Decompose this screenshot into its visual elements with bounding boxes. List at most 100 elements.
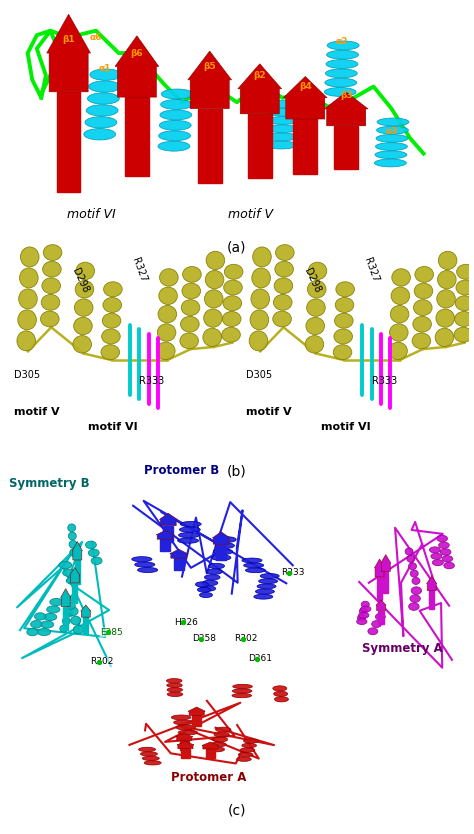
Ellipse shape: [265, 141, 297, 149]
Ellipse shape: [224, 264, 243, 279]
Text: Protomer B: Protomer B: [144, 464, 219, 476]
Text: R302: R302: [235, 634, 258, 643]
Ellipse shape: [166, 679, 182, 683]
Bar: [72, 583, 77, 603]
Ellipse shape: [204, 309, 222, 327]
Bar: [192, 716, 201, 726]
Text: Protomer A: Protomer A: [172, 771, 247, 784]
Ellipse shape: [91, 557, 102, 565]
Ellipse shape: [43, 261, 61, 277]
FancyArrow shape: [212, 532, 230, 544]
Text: motif V: motif V: [14, 407, 60, 417]
Ellipse shape: [43, 244, 62, 260]
Ellipse shape: [273, 691, 288, 696]
Ellipse shape: [359, 612, 369, 618]
Ellipse shape: [178, 730, 198, 735]
Ellipse shape: [31, 620, 42, 628]
Ellipse shape: [305, 335, 324, 353]
Ellipse shape: [159, 120, 191, 130]
Text: D298: D298: [302, 266, 322, 294]
Ellipse shape: [89, 81, 120, 93]
Ellipse shape: [437, 535, 447, 542]
Ellipse shape: [409, 563, 417, 570]
Ellipse shape: [202, 580, 218, 585]
Ellipse shape: [238, 752, 253, 756]
Ellipse shape: [405, 548, 413, 555]
Ellipse shape: [429, 547, 440, 553]
Ellipse shape: [442, 555, 453, 562]
Ellipse shape: [455, 312, 473, 326]
FancyArrow shape: [115, 36, 159, 97]
Ellipse shape: [437, 289, 456, 308]
Ellipse shape: [273, 294, 292, 310]
Ellipse shape: [160, 269, 178, 286]
Bar: [164, 525, 173, 542]
Ellipse shape: [69, 540, 77, 548]
Bar: [57, 92, 81, 192]
Bar: [74, 560, 80, 584]
Ellipse shape: [274, 278, 293, 294]
Ellipse shape: [68, 532, 76, 540]
FancyArrow shape: [427, 576, 437, 590]
Ellipse shape: [206, 251, 225, 269]
Text: D305: D305: [14, 369, 40, 379]
Ellipse shape: [390, 324, 408, 341]
Ellipse shape: [60, 625, 68, 632]
Ellipse shape: [132, 556, 152, 562]
Ellipse shape: [389, 342, 407, 359]
Text: β1: β1: [62, 35, 75, 44]
Ellipse shape: [210, 747, 225, 751]
Ellipse shape: [308, 280, 326, 298]
Ellipse shape: [178, 538, 199, 543]
Ellipse shape: [412, 577, 420, 585]
Ellipse shape: [84, 128, 116, 140]
Text: β4: β4: [299, 82, 311, 91]
Bar: [181, 749, 190, 758]
Ellipse shape: [267, 117, 299, 124]
Ellipse shape: [209, 564, 225, 569]
Ellipse shape: [414, 283, 433, 299]
Bar: [180, 741, 189, 750]
Bar: [83, 617, 89, 633]
Ellipse shape: [307, 299, 325, 316]
Ellipse shape: [375, 613, 385, 620]
Text: α3: α3: [385, 127, 398, 136]
Ellipse shape: [182, 267, 201, 282]
Ellipse shape: [257, 584, 276, 589]
Ellipse shape: [41, 294, 60, 310]
Ellipse shape: [181, 299, 200, 315]
Ellipse shape: [63, 569, 75, 576]
FancyArrow shape: [159, 513, 177, 525]
Ellipse shape: [242, 558, 262, 563]
Ellipse shape: [327, 41, 359, 50]
Ellipse shape: [327, 50, 358, 59]
Ellipse shape: [410, 595, 420, 602]
Ellipse shape: [212, 737, 228, 742]
Ellipse shape: [86, 105, 118, 116]
Ellipse shape: [158, 305, 177, 323]
Ellipse shape: [431, 553, 442, 560]
Bar: [377, 577, 382, 600]
Ellipse shape: [85, 541, 96, 549]
Ellipse shape: [224, 280, 242, 295]
Ellipse shape: [85, 117, 117, 128]
Ellipse shape: [104, 282, 122, 297]
Ellipse shape: [65, 610, 73, 617]
Ellipse shape: [413, 316, 431, 332]
Ellipse shape: [73, 626, 83, 634]
Bar: [160, 540, 170, 550]
Ellipse shape: [137, 567, 158, 572]
Text: R333: R333: [139, 376, 164, 386]
Ellipse shape: [18, 310, 36, 329]
Bar: [174, 558, 183, 570]
Ellipse shape: [324, 88, 356, 97]
Ellipse shape: [140, 751, 157, 756]
Ellipse shape: [413, 299, 432, 315]
Ellipse shape: [173, 720, 193, 725]
Ellipse shape: [214, 732, 229, 737]
Ellipse shape: [156, 342, 175, 359]
Ellipse shape: [205, 270, 224, 289]
Ellipse shape: [200, 592, 212, 597]
Ellipse shape: [273, 686, 287, 691]
Ellipse shape: [306, 317, 325, 334]
